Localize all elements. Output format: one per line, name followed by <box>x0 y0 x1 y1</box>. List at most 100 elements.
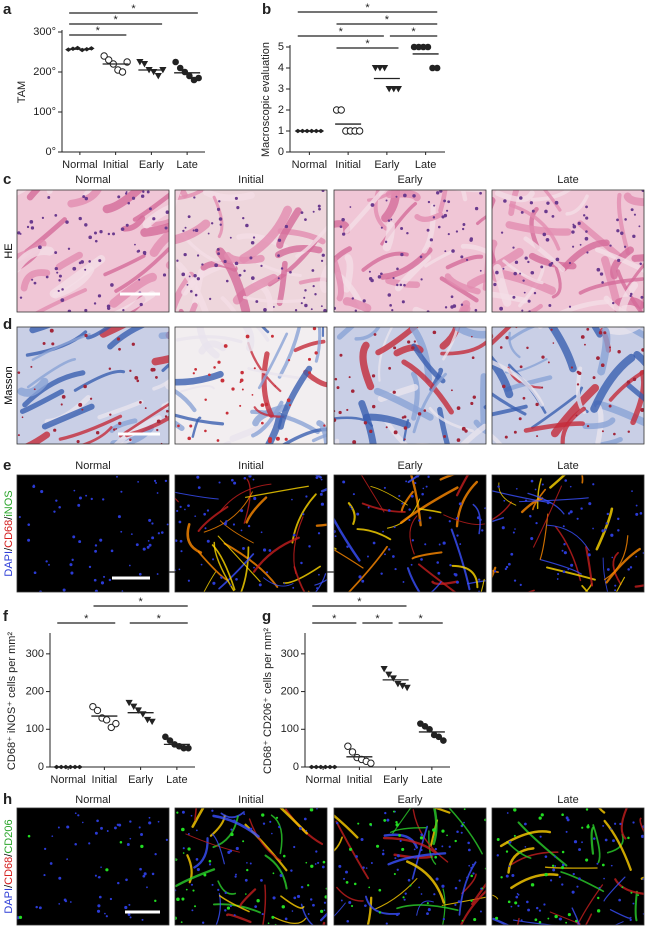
cell <box>502 384 506 389</box>
cell <box>209 297 212 301</box>
cell <box>597 896 600 900</box>
cell <box>432 216 436 219</box>
cell <box>640 408 644 412</box>
cell <box>31 278 34 281</box>
point <box>380 65 389 72</box>
cell <box>524 256 528 260</box>
cell <box>272 896 276 900</box>
image-bg <box>175 475 327 592</box>
tissue-fiber <box>466 580 486 585</box>
tissue-fiber <box>454 327 486 339</box>
cell <box>129 837 132 840</box>
cell <box>309 808 314 812</box>
tissue-fiber <box>343 254 354 293</box>
tissue-fiber <box>149 230 169 257</box>
tissue-fiber <box>539 513 549 560</box>
cell <box>535 521 538 525</box>
tissue-fiber <box>220 296 237 312</box>
cell <box>346 545 349 548</box>
tissue-fiber <box>356 528 392 541</box>
x-tick-label: Late <box>415 159 436 171</box>
cell <box>558 875 561 879</box>
cell <box>349 206 352 208</box>
cell <box>33 571 37 575</box>
cell <box>140 833 144 836</box>
column-label: Initial <box>238 460 264 472</box>
cell <box>224 891 227 895</box>
cell <box>540 813 544 817</box>
cell <box>456 438 461 442</box>
cell <box>638 225 641 228</box>
cell <box>551 214 555 218</box>
cell <box>521 309 524 312</box>
cell <box>496 838 500 841</box>
cell <box>401 502 404 505</box>
cell <box>586 251 589 254</box>
point <box>140 61 149 68</box>
x-tick-label: Late <box>421 774 442 786</box>
cell <box>280 267 284 270</box>
cell <box>293 896 297 900</box>
cell <box>265 571 269 574</box>
tissue-fiber <box>592 824 601 864</box>
cell <box>208 859 212 863</box>
cell <box>450 295 454 299</box>
tissue-fiber <box>410 371 420 421</box>
image-bg <box>17 475 169 592</box>
tissue-fiber <box>482 228 486 291</box>
tissue-fiber <box>197 505 229 532</box>
cell <box>77 814 80 817</box>
cell <box>538 816 542 820</box>
tissue-fiber <box>511 851 559 865</box>
tissue-fiber <box>473 419 486 435</box>
cell <box>446 834 448 837</box>
cell <box>380 226 383 229</box>
cell <box>392 390 396 394</box>
cell <box>338 410 342 415</box>
tissue-fiber <box>565 194 589 216</box>
tissue-fiber <box>103 254 146 277</box>
y-tick-label: 300 <box>26 648 44 660</box>
cell <box>77 503 81 507</box>
tissue-fiber <box>412 372 447 434</box>
cell <box>572 245 575 248</box>
cell <box>403 283 406 287</box>
tissue-fiber <box>590 826 595 855</box>
cell <box>514 528 516 530</box>
cell <box>512 295 516 299</box>
cell <box>181 810 185 814</box>
cell <box>334 535 337 538</box>
cell <box>363 421 368 425</box>
significance-star: * <box>157 613 162 625</box>
cell <box>608 404 612 408</box>
point <box>410 43 418 51</box>
cell <box>105 915 108 918</box>
cell <box>114 826 117 830</box>
cell <box>283 582 286 585</box>
tissue-fiber <box>31 333 91 361</box>
cell <box>233 481 237 485</box>
cell <box>411 346 415 350</box>
cell <box>315 476 319 479</box>
tissue-fiber <box>384 418 409 444</box>
cell <box>100 581 105 585</box>
cell <box>535 906 539 910</box>
cell <box>617 529 620 532</box>
cell <box>242 216 245 220</box>
micrograph <box>17 190 169 312</box>
cell <box>65 220 69 224</box>
cell <box>428 516 432 520</box>
cell <box>101 498 105 501</box>
cell <box>291 498 293 501</box>
cell <box>639 512 643 515</box>
cell <box>57 826 60 829</box>
cell <box>387 509 391 512</box>
tissue-fiber <box>361 251 409 272</box>
tissue-fiber <box>336 327 355 340</box>
point <box>385 671 393 678</box>
cell <box>129 369 132 373</box>
cell <box>318 573 320 576</box>
cell <box>317 861 320 864</box>
tissue-fiber <box>498 482 517 506</box>
cell <box>93 302 97 305</box>
